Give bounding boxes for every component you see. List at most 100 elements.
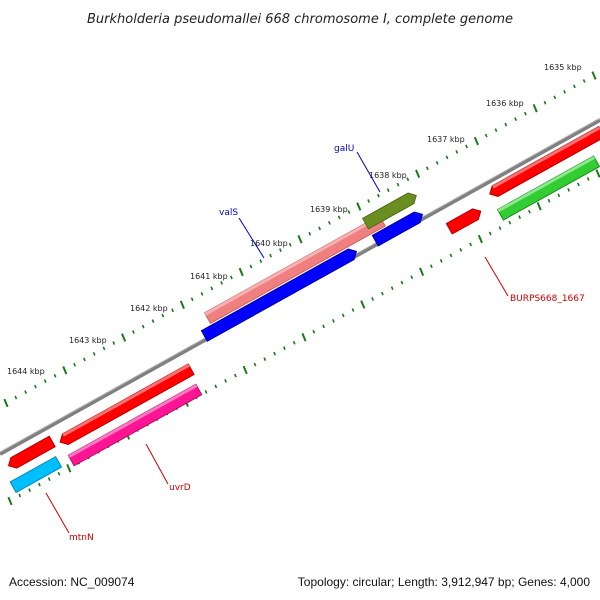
inner-ring-minor-tick: [234, 373, 237, 378]
inner-ring-major-tick: [595, 169, 600, 178]
gene-BURPS668_1667-bar[interactable]: [445, 206, 483, 235]
inner-ring-minor-tick: [390, 286, 394, 290]
uvrD-leader-line: [145, 443, 169, 485]
gene-label-uvrD[interactable]: uvrD: [169, 483, 191, 493]
inner-ring-major-tick: [7, 496, 13, 506]
inner-ring-minor-tick: [528, 209, 531, 214]
outer-ring-minor-tick: [347, 210, 351, 214]
tick-label-1637: 1637 kbp: [427, 135, 465, 144]
outer-ring-minor-tick: [484, 133, 488, 138]
outer-ring-minor-tick: [53, 373, 57, 378]
inner-ring-minor-tick: [508, 220, 512, 225]
gene-blue-short[interactable]: [371, 209, 425, 247]
inner-ring-minor-tick: [57, 471, 61, 476]
outer-ring-minor-tick: [141, 324, 145, 329]
outer-ring-major-tick: [3, 398, 9, 408]
gene-label-BURPS668_1667[interactable]: BURPS668_1667: [510, 294, 585, 304]
inner-ring-minor-tick: [400, 280, 404, 285]
outer-ring-minor-tick: [210, 286, 214, 291]
outer-ring-minor-tick: [367, 199, 370, 203]
outer-ring-major-tick: [121, 333, 127, 342]
outer-ring-minor-tick: [386, 188, 390, 192]
inner-ring-minor-tick: [47, 477, 51, 482]
accession-text: Accession: NC_009074: [9, 575, 135, 589]
gene-galU-bar[interactable]: [361, 190, 420, 230]
outer-ring-minor-tick: [43, 379, 47, 384]
inner-ring-minor-tick: [38, 482, 41, 487]
outer-ring-major-tick: [532, 104, 538, 113]
inner-ring-minor-tick: [204, 389, 208, 394]
outer-ring-major-tick: [62, 366, 68, 375]
outer-ring-minor-tick: [171, 308, 174, 313]
outer-ring-minor-tick: [190, 297, 194, 302]
inner-ring-minor-tick: [410, 275, 414, 280]
inner-ring-minor-tick: [498, 226, 502, 230]
outer-ring-minor-tick: [465, 144, 468, 149]
galU-leader-line: [356, 151, 381, 193]
outer-ring-minor-tick: [92, 352, 96, 356]
gene-forward-red-right-shade: [492, 126, 600, 189]
inner-ring-minor-tick: [273, 351, 276, 356]
tick-label-1640: 1640 kbp: [250, 239, 288, 248]
outer-ring-major-tick: [238, 267, 244, 277]
outer-ring-minor-tick: [288, 242, 292, 247]
outer-ring-minor-tick: [279, 248, 282, 253]
outer-ring-major-tick: [591, 71, 597, 80]
outer-ring-minor-tick: [132, 330, 135, 334]
inner-ring-minor-tick: [469, 242, 472, 247]
outer-ring-minor-tick: [259, 259, 263, 263]
gene-blue-long[interactable]: [200, 246, 359, 342]
inner-ring-major-tick: [477, 234, 483, 244]
inner-ring-minor-tick: [351, 308, 355, 312]
gene-label-mtnN[interactable]: mtnN: [69, 533, 94, 543]
inner-ring-major-tick: [536, 202, 542, 211]
inner-ring-minor-tick: [332, 318, 335, 323]
outer-ring-minor-tick: [455, 150, 459, 154]
gene-label-valS[interactable]: valS: [219, 208, 238, 218]
gene-forward-red-edge[interactable]: [6, 435, 56, 471]
inner-ring-minor-tick: [430, 264, 433, 269]
BURPS668_1667-leader-line: [484, 256, 509, 297]
outer-ring-minor-tick: [161, 313, 165, 318]
outer-ring-minor-tick: [524, 111, 527, 116]
inner-ring-minor-tick: [28, 488, 31, 492]
gene-valS-bar-shade: [204, 215, 381, 316]
inner-ring-minor-tick: [292, 340, 296, 345]
outer-ring-minor-tick: [112, 341, 116, 345]
outer-ring-minor-tick: [24, 390, 27, 394]
tick-label-1641: 1641 kbp: [190, 272, 228, 281]
outer-ring-minor-tick: [582, 79, 586, 83]
inner-ring-major-tick: [360, 300, 366, 309]
gene-uvrD-bar-shade: [68, 384, 198, 458]
outer-ring-minor-tick: [230, 275, 233, 280]
inner-ring-major-tick: [419, 267, 425, 276]
gene-valS-bar[interactable]: [203, 214, 386, 324]
inner-ring-minor-tick: [371, 297, 374, 301]
inner-ring-minor-tick: [214, 384, 218, 389]
outer-ring-minor-tick: [337, 215, 341, 220]
outer-ring-minor-tick: [318, 226, 321, 231]
inner-ring-major-tick: [242, 365, 248, 375]
gene-label-galU[interactable]: galU: [334, 144, 354, 154]
inner-ring-minor-tick: [449, 253, 453, 258]
outer-ring-minor-tick: [73, 362, 76, 367]
inner-ring-minor-tick: [439, 258, 443, 263]
inner-ring-minor-tick: [518, 215, 521, 220]
outer-ring-major-tick: [473, 136, 479, 146]
outer-ring-minor-tick: [543, 100, 547, 105]
tick-label-1642: 1642 kbp: [130, 304, 168, 313]
outer-ring-major-tick: [297, 235, 303, 244]
outer-ring-minor-tick: [200, 291, 204, 296]
outer-ring-minor-tick: [573, 84, 576, 89]
inner-ring-minor-tick: [459, 248, 463, 252]
inner-ring-minor-tick: [547, 198, 551, 203]
outer-ring-minor-tick: [435, 160, 439, 165]
outer-ring-minor-tick: [406, 177, 410, 182]
gene-forward-red-left-shade: [62, 364, 190, 437]
inner-ring-major-tick: [301, 333, 307, 342]
outer-ring-minor-tick: [377, 193, 380, 198]
outer-ring-minor-tick: [14, 395, 18, 400]
tick-label-1644: 1644 kbp: [7, 367, 45, 376]
gene-mtnN-bar[interactable]: [9, 455, 63, 494]
inner-ring-minor-tick: [224, 379, 227, 383]
